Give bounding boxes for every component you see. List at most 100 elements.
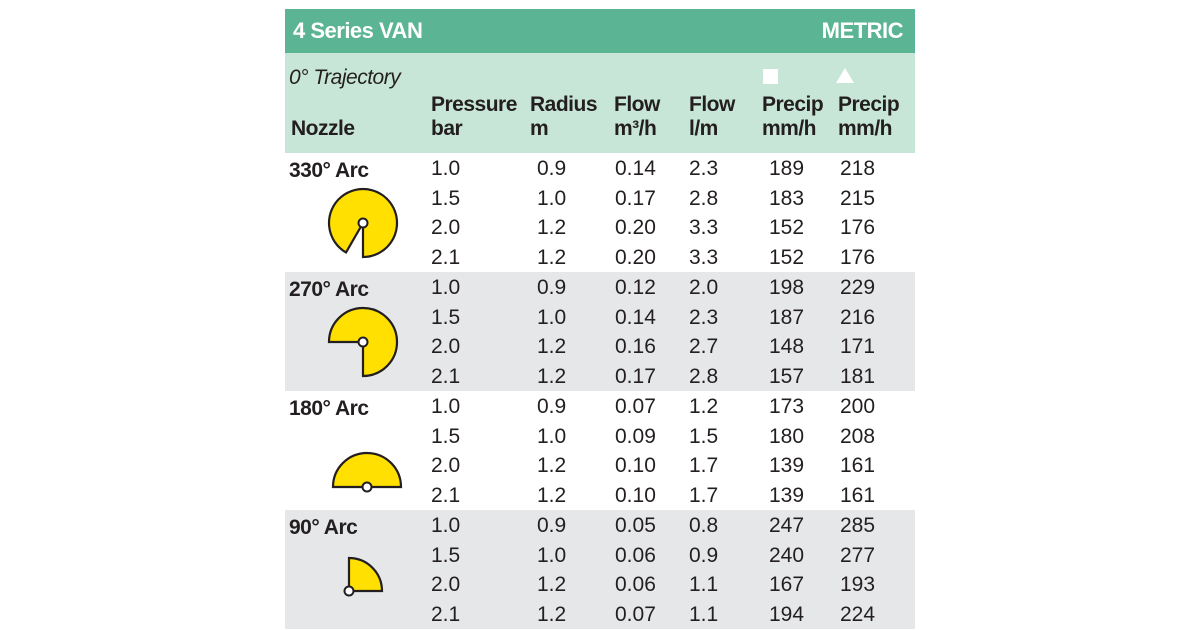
table-row: 1.5 1.0 0.17 2.8 183 215 (285, 183, 915, 213)
table-row: 1.0 0.9 0.07 1.2 173 200 (285, 391, 915, 421)
header-nozzle: Nozzle (291, 117, 355, 140)
flow-m3h-cell: 0.12 (615, 276, 656, 299)
precip-square-cell: 139 (769, 454, 805, 478)
flow-m3h-cell: 0.07 (615, 395, 656, 418)
pressure-cell: 1.5 (431, 305, 461, 329)
radius-cell: 1.0 (537, 305, 567, 329)
nozzle-group-180: 180° Arc 1.0 0.9 0.07 1.2 173 200 1.5 1.0 0.09 1.5… (285, 391, 915, 510)
table-title: 4 Series VAN (293, 18, 423, 43)
table-row: 2.0 1.2 0.10 1.7 139 161 (285, 450, 915, 480)
radius-cell: 1.0 (537, 424, 567, 448)
table-row: 2.1 1.2 0.07 1.1 194 224 (285, 599, 915, 629)
radius-cell: 1.2 (537, 573, 567, 597)
flow-m3h-cell: 0.10 (615, 454, 656, 478)
radius-cell: 1.2 (537, 364, 567, 388)
arc-180-icon (331, 451, 403, 493)
precip-square-cell: 183 (769, 186, 805, 210)
pressure-cell: 2.0 (431, 335, 461, 359)
precip-triangle-cell: 161 (840, 454, 876, 478)
table-row: 2.0 1.2 0.20 3.3 152 176 (285, 212, 915, 242)
pressure-cell: 1.5 (431, 186, 461, 210)
arc-270-icon (327, 306, 399, 378)
precip-triangle-cell: 224 (840, 602, 876, 626)
precip-triangle-cell: 218 (840, 157, 876, 180)
flow-lm-cell: 3.3 (689, 216, 719, 240)
pressure-cell: 2.1 (431, 602, 461, 626)
flow-lm-cell: 1.5 (689, 424, 719, 448)
radius-cell: 1.2 (537, 602, 567, 626)
flow-m3h-cell: 0.06 (615, 543, 656, 567)
pressure-cell: 2.1 (431, 483, 461, 507)
precip-square-cell: 180 (769, 424, 805, 448)
table-row: 1.0 0.9 0.12 2.0 198 229 (285, 272, 915, 302)
flow-m3h-cell: 0.17 (615, 364, 656, 388)
radius-cell: 1.0 (537, 543, 567, 567)
flow-lm-cell: 2.8 (689, 186, 719, 210)
precip-triangle-cell: 176 (840, 216, 876, 240)
table-row: 1.0 0.9 0.14 2.3 189 218 (285, 153, 915, 183)
pressure-cell: 1.5 (431, 424, 461, 448)
flow-lm-cell: 0.8 (689, 514, 719, 537)
flow-lm-cell: 2.0 (689, 276, 719, 299)
header-radius: Radius m (530, 93, 598, 140)
precip-square-cell: 189 (769, 157, 805, 180)
nozzle-group-330: 330° Arc 1.0 0.9 0.14 2.3 189 218 1.5 1.0 0.17 2.8… (285, 153, 915, 272)
flow-m3h-cell: 0.20 (615, 216, 656, 240)
radius-cell: 1.2 (537, 245, 567, 269)
radius-cell: 1.2 (537, 454, 567, 478)
precip-triangle-cell: 216 (840, 305, 876, 329)
flow-lm-cell: 2.8 (689, 364, 719, 388)
flow-lm-cell: 1.1 (689, 602, 719, 626)
precip-square-cell: 152 (769, 245, 805, 269)
pressure-cell: 2.0 (431, 573, 461, 597)
precip-square-cell: 247 (769, 514, 805, 537)
flow-lm-cell: 3.3 (689, 245, 719, 269)
precip-triangle-cell: 277 (840, 543, 876, 567)
precip-triangle-cell: 176 (840, 245, 876, 269)
flow-m3h-cell: 0.17 (615, 186, 656, 210)
precip-triangle-cell: 181 (840, 364, 876, 388)
precip-triangle-cell: 229 (840, 276, 876, 299)
nozzle-arc-label: 270° Arc (289, 278, 369, 301)
table-row: 2.1 1.2 0.17 2.8 157 181 (285, 361, 915, 391)
nozzle-performance-table: 4 Series VAN METRIC 0° Trajectory Nozzle… (285, 9, 915, 629)
table-row: 2.1 1.2 0.20 3.3 152 176 (285, 242, 915, 272)
precip-square-cell: 167 (769, 573, 805, 597)
flow-m3h-cell: 0.20 (615, 245, 656, 269)
pressure-cell: 2.1 (431, 245, 461, 269)
arc-90-icon (343, 556, 384, 597)
radius-cell: 1.2 (537, 483, 567, 507)
nozzle-arc-label: 330° Arc (289, 159, 369, 182)
precip-square-cell: 148 (769, 335, 805, 359)
flow-m3h-cell: 0.10 (615, 483, 656, 507)
flow-m3h-cell: 0.14 (615, 305, 656, 329)
flow-lm-cell: 2.3 (689, 157, 719, 180)
pressure-cell: 1.0 (431, 157, 461, 180)
pressure-cell: 2.0 (431, 454, 461, 478)
precip-triangle-cell: 215 (840, 186, 876, 210)
header-pressure: Pressure bar (431, 93, 517, 140)
precip-triangle-cell: 200 (840, 395, 876, 418)
radius-cell: 0.9 (537, 514, 567, 537)
square-spacing-icon (763, 69, 778, 84)
table-row: 2.0 1.2 0.06 1.1 167 193 (285, 569, 915, 599)
precip-square-cell: 157 (769, 364, 805, 388)
table-row: 2.0 1.2 0.16 2.7 148 171 (285, 331, 915, 361)
flow-lm-cell: 0.9 (689, 543, 719, 567)
arc-330-icon (327, 187, 399, 259)
flow-lm-cell: 1.1 (689, 573, 719, 597)
pressure-cell: 2.0 (431, 216, 461, 240)
precip-triangle-cell: 193 (840, 573, 876, 597)
radius-cell: 1.2 (537, 335, 567, 359)
precip-triangle-cell: 161 (840, 483, 876, 507)
header-precip-square: Precip mm/h (762, 93, 824, 140)
nozzle-group-270: 270° Arc 1.0 0.9 0.12 2.0 198 229 1.5 1.0 0.14 2.3… (285, 272, 915, 391)
flow-lm-cell: 1.7 (689, 454, 719, 478)
precip-square-cell: 187 (769, 305, 805, 329)
precip-triangle-cell: 208 (840, 424, 876, 448)
flow-m3h-cell: 0.16 (615, 335, 656, 359)
nozzle-arc-label: 180° Arc (289, 397, 369, 420)
precip-square-cell: 194 (769, 602, 805, 626)
pressure-cell: 1.0 (431, 514, 461, 537)
radius-cell: 1.0 (537, 186, 567, 210)
